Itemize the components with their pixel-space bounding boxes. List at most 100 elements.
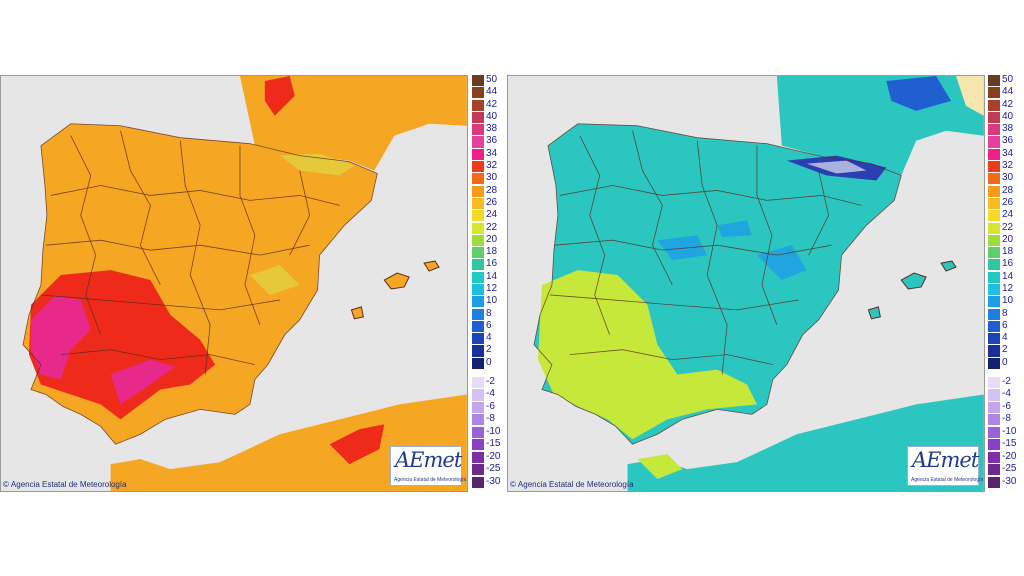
legend-label: 28 [1002,184,1014,196]
legend-label: 36 [486,135,498,147]
aemet-logo-right: AEmet Agencia Estatal de Meteorología [907,446,983,486]
legend-entry: 22 [472,222,508,234]
legend-entry: -4 [472,388,508,401]
legend-label: 44 [1002,86,1014,98]
north-africa-landmass [110,394,467,491]
legend-entry: 20 [988,233,1024,246]
legend-swatch [988,296,1000,308]
legend-swatch [472,389,484,401]
legend-swatch [988,464,1000,476]
legend-label: 8 [486,307,492,319]
legend-label: 14 [486,270,498,282]
credit-text-left: © Agencia Estatal de Meteorología [3,480,127,489]
legend-entry: 4 [472,332,508,345]
legend-swatch [472,271,484,283]
legend-entry: 0 [472,357,508,369]
legend-swatch [988,414,1000,426]
legend-entry: 40 [472,110,508,123]
legend-entry: -15 [988,438,1024,451]
legend-label: 34 [1002,147,1014,159]
legend-label: 16 [486,258,498,270]
legend-entry: -10 [988,426,1024,438]
legend-label: -4 [1002,388,1011,400]
legend-label: 20 [486,233,498,245]
legend-label: 38 [486,123,498,135]
legend-swatch [988,197,1000,209]
legend-entry: 4 [988,332,1024,345]
legend-swatch [988,185,1000,197]
legend-label: -15 [1002,438,1017,450]
legend-entry: 38 [472,123,508,136]
balearic-islands [900,272,927,290]
legend-swatch [472,161,484,173]
legend-swatch [472,185,484,197]
legend-swatch [472,308,484,320]
legend-swatch [988,308,1000,320]
legend-label: -20 [1002,450,1017,462]
legend-swatch [472,439,484,451]
legend-entry: 6 [988,319,1024,332]
temperature-map-right[interactable]: © Agencia Estatal de Meteorología AEmet A… [507,75,985,492]
legend-swatch [988,451,1000,463]
temperature-map-left[interactable]: © Agencia Estatal de Meteorología AEmet A… [0,75,468,492]
legend-entry: 24 [472,209,508,222]
legend-swatch [988,439,1000,451]
legend-label: 6 [1002,319,1008,331]
legend-entry: -25 [988,463,1024,476]
legend-label: 18 [486,246,498,258]
legend-swatch [472,345,484,357]
legend-label: 22 [1002,221,1014,233]
legend-entry: 16 [472,258,508,271]
legend-entry: 30 [988,172,1024,185]
legend-swatch [472,451,484,463]
legend-label: -20 [486,450,501,462]
legend-swatch [988,136,1000,148]
legend-label: -25 [1002,463,1017,475]
legend-label: -15 [486,438,501,450]
legend-entry: 2 [472,344,508,357]
legend-swatch [472,296,484,308]
legend-swatch [472,234,484,246]
legend-entry: -25 [472,463,508,476]
legend-swatch [988,389,1000,401]
legend-swatch [472,357,484,369]
balearic-islands [383,272,410,290]
legend-swatch [988,234,1000,246]
legend-swatch [472,426,484,438]
legend-entry: 36 [988,135,1024,148]
legend-swatch [472,320,484,332]
map-canvas-left [1,76,467,491]
legend-label: 26 [486,196,498,208]
legend-label: 40 [486,110,498,122]
legend-swatch [988,476,1000,488]
france-landmass [239,76,467,171]
legend-swatch [472,111,484,123]
aemet-logo-left: AEmet Agencia Estatal de Meteorología [390,446,466,486]
legend-label: 24 [1002,209,1014,221]
legend-label: -25 [486,463,501,475]
legend-swatch [472,87,484,99]
legend-label: 38 [1002,123,1014,135]
legend-entry: 14 [988,271,1024,283]
legend-label: -8 [486,413,495,425]
legend-label: 8 [1002,307,1008,319]
legend-entry: 30 [472,172,508,185]
legend-entry: 10 [472,295,508,308]
map-panel-left: © Agencia Estatal de Meteorología AEmet A… [0,74,510,492]
legend-entry: 32 [988,160,1024,173]
legend-label: 4 [486,332,492,344]
legend-label: 20 [1002,233,1014,245]
legend-swatch [988,377,1000,389]
legend-entry: 16 [988,258,1024,271]
legend-label: 32 [1002,160,1014,172]
legend-swatch [472,173,484,185]
legend-swatch [472,414,484,426]
color-legend-left: 50 44 42 40 38 36 34 32 30 28 26 24 22 20 18 16 14 12 10 8 6… [472,74,508,492]
legend-label: 4 [1002,332,1008,344]
legend-label: 10 [486,295,498,307]
legend-label: 12 [486,282,498,294]
legend-entry: -30 [472,475,508,488]
legend-label: -30 [486,475,501,487]
legend-swatch [472,124,484,136]
legend-entry: -30 [988,476,1024,488]
